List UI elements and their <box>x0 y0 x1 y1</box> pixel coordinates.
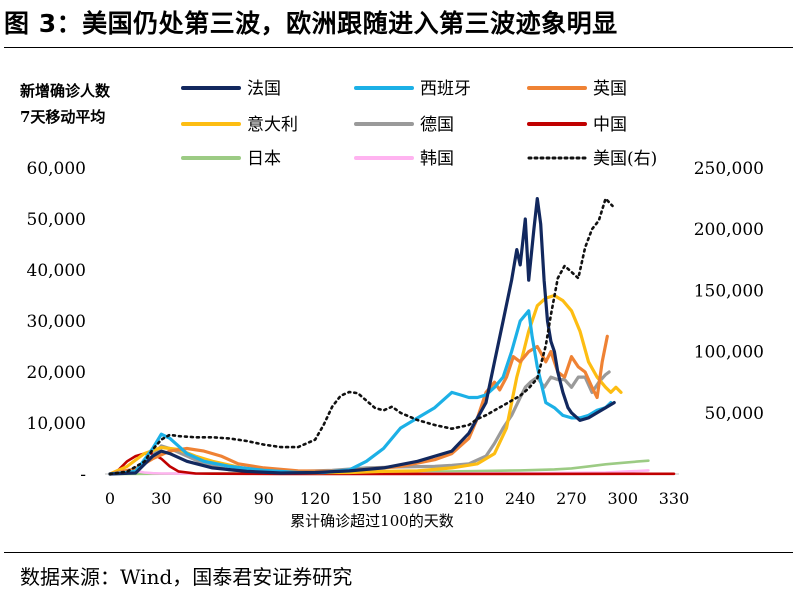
y-left-tick-label: 40,000 <box>27 261 86 281</box>
legend-label-7: 韩国 <box>420 149 454 169</box>
x-tick-label: 60 <box>202 489 222 508</box>
bottom-rule <box>4 552 793 553</box>
series-line-8 <box>108 197 614 476</box>
top-rule <box>4 47 793 48</box>
x-tick-label: 210 <box>454 489 485 508</box>
y-left-tick-label: 10,000 <box>27 414 86 434</box>
x-tick-label: 30 <box>151 489 171 508</box>
legend-label-4: 德国 <box>420 115 454 135</box>
y-right-tick-label: 100,000 <box>694 343 764 363</box>
y-left-tick-label: 30,000 <box>27 312 86 332</box>
legend-label-1: 西班牙 <box>420 79 471 99</box>
series-line-0 <box>108 197 616 476</box>
x-tick-label: 300 <box>607 489 638 508</box>
y-right-tick-label: 150,000 <box>694 281 764 301</box>
x-tick-label: 180 <box>402 489 433 508</box>
y-left-tick-label: 50,000 <box>27 210 86 230</box>
y-left-tick-label: - <box>80 465 86 485</box>
y-left-tick-label: 20,000 <box>27 363 86 383</box>
source-note: 数据来源：Wind，国泰君安证券研究 <box>20 565 353 589</box>
y-left-tick-label: 60,000 <box>27 159 86 179</box>
y-right-tick-label: 250,000 <box>694 159 764 179</box>
x-tick-label: 240 <box>505 489 536 508</box>
x-tick-label: 330 <box>659 489 690 508</box>
y-axis-label-line-2: 7天移动平均 <box>20 108 106 126</box>
chart-title: 图 3：美国仍处第三波，欧洲跟随进入第三波迹象明显 <box>4 9 618 38</box>
x-tick-label: 0 <box>105 489 115 508</box>
series-line-4 <box>108 370 611 476</box>
x-tick-label: 120 <box>300 489 331 508</box>
y-right-tick-label: 200,000 <box>694 220 764 240</box>
series-line-1 <box>108 309 613 476</box>
legend-label-8: 美国(右) <box>593 149 657 169</box>
series-line-3 <box>108 293 623 476</box>
x-axis-label: 累计确诊超过100的天数 <box>290 512 454 530</box>
series-line-5 <box>108 452 676 476</box>
legend-label-6: 日本 <box>247 149 281 169</box>
legend-label-2: 英国 <box>593 79 627 99</box>
legend-label-0: 法国 <box>247 79 281 99</box>
y-axis-label-line-1: 新增确诊人数 <box>20 82 111 100</box>
y-right-tick-label: 50,000 <box>705 404 764 424</box>
legend-label-5: 中国 <box>593 115 627 135</box>
x-tick-label: 150 <box>351 489 382 508</box>
legend-label-3: 意大利 <box>247 115 298 135</box>
x-tick-label: 270 <box>556 489 587 508</box>
y-axis-label: 新增确诊人数 7天移动平均 <box>20 78 110 130</box>
x-tick-label: 90 <box>254 489 274 508</box>
